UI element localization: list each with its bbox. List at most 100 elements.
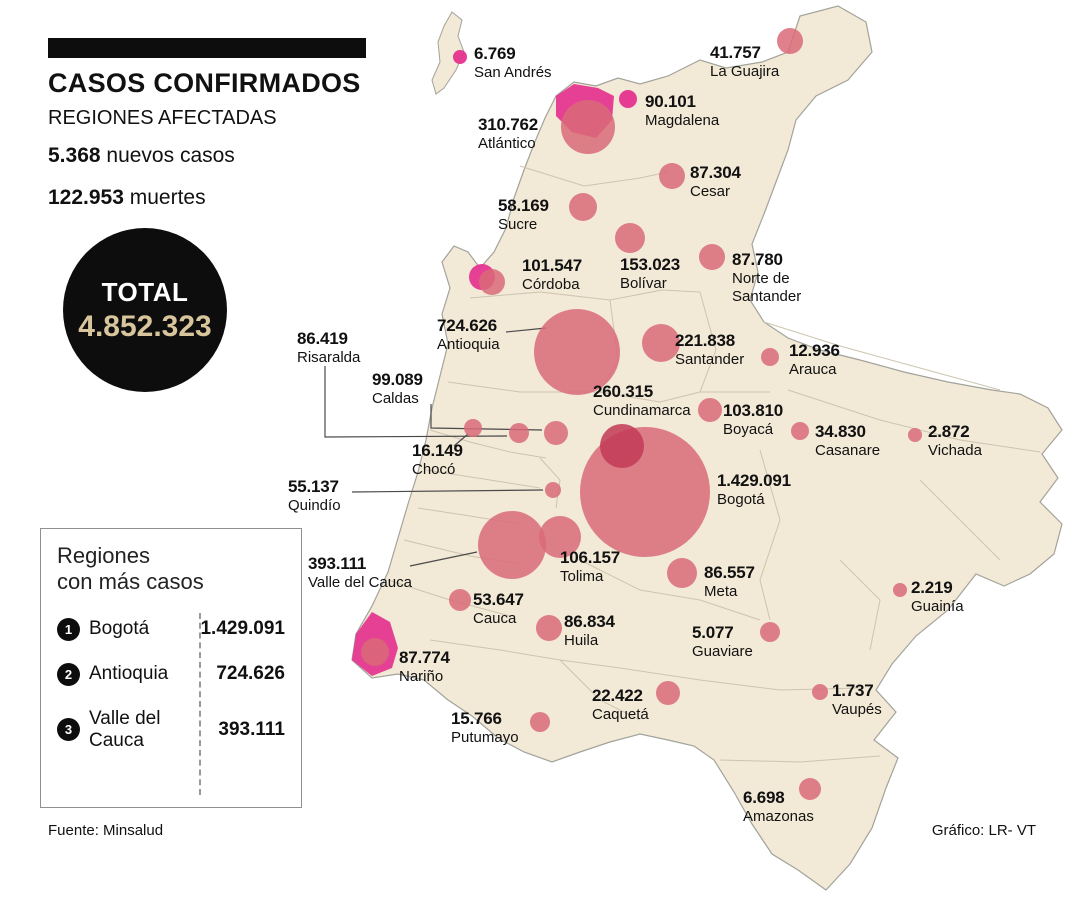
region-value: 87.304 (690, 163, 741, 182)
region-label-risaralda: 86.419 Risaralda (297, 329, 360, 367)
bubble-cesar (659, 163, 685, 189)
region-value: 101.547 (522, 256, 583, 275)
region-label-arauca: 12.936 Arauca (789, 341, 840, 379)
stat-deaths-value: 122.953 (48, 186, 124, 209)
region-name: Caquetá (592, 706, 649, 724)
region-label-bogota: 1.429.091 Bogotá (717, 471, 791, 509)
region-label-putumayo: 15.766 Putumayo (451, 709, 519, 747)
bubble-meta (667, 558, 697, 588)
region-name: Norte de Santander (732, 270, 802, 306)
region-name: Santander (675, 351, 745, 369)
rank-badge: 1 (57, 617, 80, 641)
source-credit: Fuente: Minsalud (48, 822, 164, 839)
bubble-casanare (791, 422, 809, 440)
region-value: 34.830 (815, 422, 866, 441)
region-name: La Guajira (710, 63, 780, 81)
bubble-bogota (580, 427, 710, 557)
region-name: Córdoba (522, 276, 580, 294)
leader-risaralda (324, 366, 508, 438)
region-value: 221.838 (675, 331, 736, 350)
country-outline (351, 5, 1063, 891)
legend-title: Regiones con más casos (57, 543, 287, 596)
region-label-magdalena: 90.101 Magdalena (645, 92, 719, 130)
region-value: 2.219 (911, 578, 953, 597)
region-label-cundinamarca: 260.315 Cundinamarca (593, 382, 691, 420)
region-value: 5.077 (692, 623, 734, 642)
region-label-guainia: 2.219 Guainía (911, 578, 964, 616)
region-name: Chocó (412, 461, 456, 479)
region-label-valle-del-cauca: 393.111 Valle del Cauca (308, 554, 412, 592)
leader-choco (453, 433, 469, 447)
region-value: 1.737 (832, 681, 874, 700)
bubble-quindio (545, 482, 561, 498)
region-name: Cundinamarca (593, 402, 691, 420)
region-name: Valle del Cauca (308, 574, 412, 592)
region-label-casanare: 34.830 Casanare (815, 422, 880, 460)
region-label-antioquia: 724.626 Antioquia (437, 316, 500, 354)
bubble-atlantico (561, 100, 615, 154)
leader-antioquia (505, 327, 547, 333)
leader-lines (324, 327, 547, 567)
bubble-vaupes (812, 684, 828, 700)
region-value: 1.429.091 (717, 471, 791, 490)
bubble-boyaca (698, 398, 722, 422)
region-label-la-guajira: 41.757 La Guajira (710, 43, 779, 81)
region-name: Cauca (473, 610, 517, 628)
region-value: 153.023 (620, 255, 681, 274)
region-value: 86.419 (297, 329, 348, 348)
region-value: 6.698 (743, 788, 785, 807)
region-name: Bogotá (717, 491, 765, 509)
legend-divider (199, 613, 201, 795)
case-bubbles (361, 28, 922, 800)
region-label-atlantico: 310.762 Atlántico (478, 115, 538, 153)
total-badge: TOTAL 4.852.323 (63, 228, 227, 392)
region-value: 260.315 (593, 382, 654, 401)
region-name: Meta (704, 583, 738, 601)
region-value: 87.780 (732, 250, 783, 269)
bubble-antioquia (534, 309, 620, 395)
region-value: 53.647 (473, 590, 524, 609)
bubble-bolivar (615, 223, 645, 253)
region-name: Guainía (911, 598, 964, 616)
region-name: Atlántico (478, 135, 536, 153)
region-name: Antioquia (437, 336, 500, 354)
legend-item-valle-del-cauca: 3 Valle del Cauca 393.111 (57, 708, 287, 752)
region-name: Tolima (560, 568, 604, 586)
bubble-sucre (569, 193, 597, 221)
legend-item-name: Valle del Cauca (89, 707, 161, 751)
bubble-narino (361, 638, 389, 666)
region-name: Huila (564, 632, 599, 650)
region-label-sucre: 58.169 Sucre (498, 196, 549, 234)
region-name: Quindío (288, 497, 341, 515)
region-value: 103.810 (723, 401, 784, 420)
region-label-narino: 87.774 Nariño (399, 648, 450, 686)
leader-valle (409, 551, 478, 567)
rank-badge: 2 (57, 662, 80, 686)
title-bar-accent (48, 38, 366, 58)
legend-title-line1: Regiones (57, 543, 150, 568)
region-name: Sucre (498, 216, 538, 234)
bubble-guaviare (760, 622, 780, 642)
legend-title-line2: con más casos (57, 569, 204, 595)
region-name: Amazonas (743, 808, 814, 826)
bubble-valle-del-cauca (478, 511, 546, 579)
bubble-choco (464, 419, 482, 437)
region-value: 724.626 (437, 316, 498, 335)
region-value: 87.774 (399, 648, 450, 667)
stat-deaths: 122.953 muertes (48, 186, 206, 210)
stat-deaths-label: muertes (123, 186, 206, 209)
page-title: CASOS CONFIRMADOS (48, 68, 361, 98)
region-label-boyaca: 103.810 Boyacá (723, 401, 783, 439)
bubble-san-andres (453, 50, 467, 64)
legend-item-value: 1.429.091 (200, 618, 285, 640)
region-label-meta: 86.557 Meta (704, 563, 755, 601)
region-label-cesar: 87.304 Cesar (690, 163, 741, 201)
region-name: Magdalena (645, 112, 720, 130)
region-name: Putumayo (451, 729, 519, 747)
region-label-choco: 16.149 Chocó (412, 441, 463, 479)
region-label-cordoba: 101.547 Córdoba (522, 256, 582, 294)
region-value: 6.769 (474, 44, 516, 63)
san-andres-island (431, 11, 465, 95)
region-label-bolivar: 153.023 Bolívar (620, 255, 680, 293)
bubble-tolima (539, 516, 581, 558)
